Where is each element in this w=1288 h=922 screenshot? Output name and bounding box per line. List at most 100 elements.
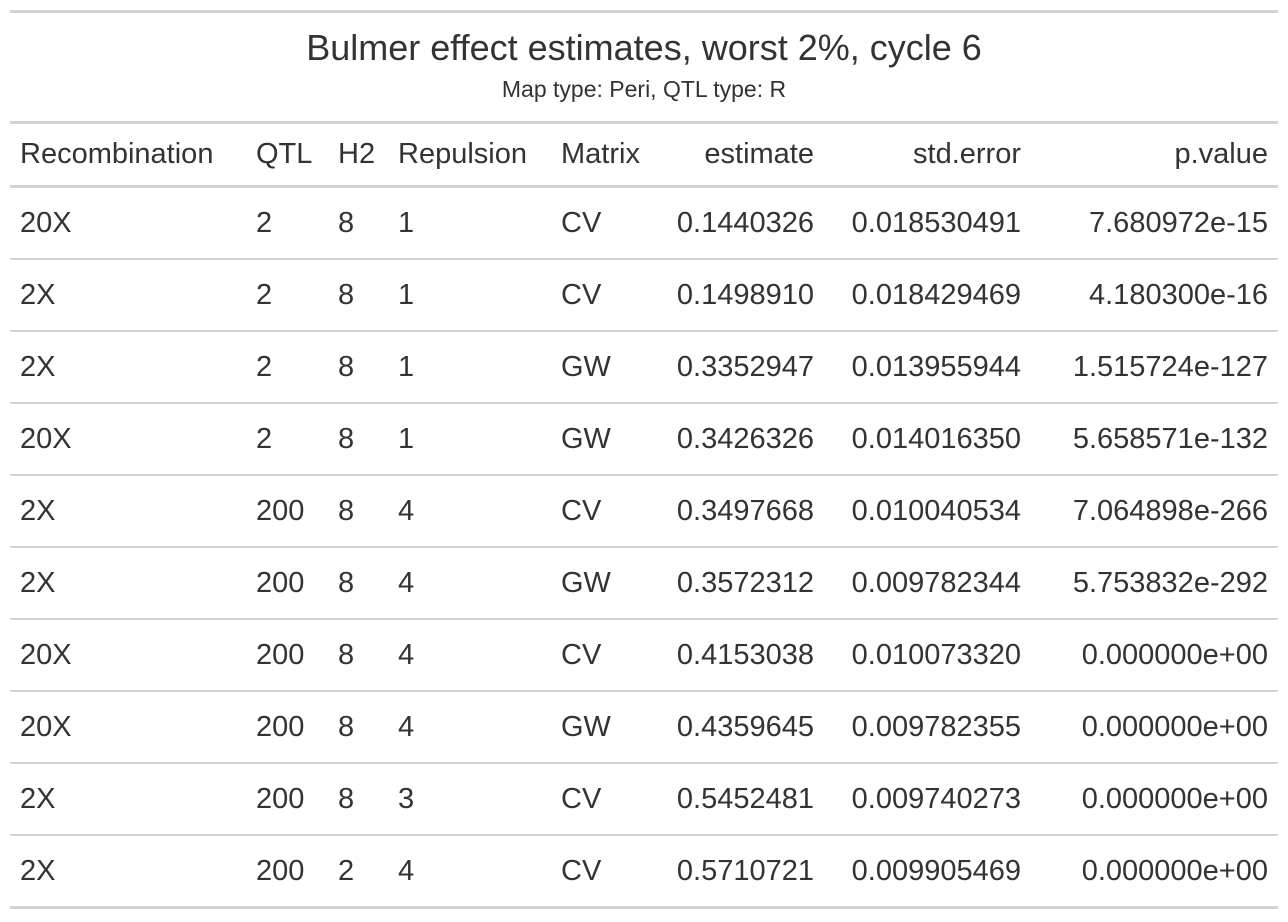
- cell-estimate: 0.3352947: [648, 331, 824, 404]
- cell-p-value: 7.064898e-266: [1031, 475, 1278, 548]
- column-header-p-value: p.value: [1031, 124, 1278, 188]
- cell-repulsion: 1: [388, 186, 551, 260]
- cell-qtl: 200: [246, 475, 328, 548]
- cell-recombination: 2X: [10, 835, 246, 909]
- cell-h2: 8: [328, 475, 388, 548]
- cell-h2: 8: [328, 186, 388, 260]
- cell-estimate: 0.1498910: [648, 259, 824, 332]
- cell-repulsion: 1: [388, 403, 551, 476]
- cell-matrix: GW: [551, 691, 648, 764]
- cell-matrix: CV: [551, 835, 648, 909]
- cell-qtl: 200: [246, 619, 328, 692]
- table-body: 20X 2 8 1 CV 0.1440326 0.018530491 7.680972e-15…: [10, 186, 1278, 909]
- cell-matrix: CV: [551, 475, 648, 548]
- table-row: 20X 2 8 1 GW 0.3426326 0.014016350 5.658571e-13…: [10, 403, 1278, 476]
- cell-recombination: 20X: [10, 186, 246, 260]
- cell-qtl: 200: [246, 835, 328, 909]
- cell-repulsion: 4: [388, 475, 551, 548]
- cell-recombination: 20X: [10, 403, 246, 476]
- cell-h2: 8: [328, 547, 388, 620]
- cell-std-error: 0.010040534: [824, 475, 1031, 548]
- cell-recombination: 2X: [10, 259, 246, 332]
- cell-matrix: GW: [551, 331, 648, 404]
- cell-std-error: 0.009782344: [824, 547, 1031, 620]
- table-row: 20X 2 8 1 CV 0.1440326 0.018530491 7.680972e-15: [10, 186, 1278, 260]
- cell-p-value: 0.000000e+00: [1031, 835, 1278, 909]
- cell-p-value: 4.180300e-16: [1031, 259, 1278, 332]
- cell-matrix: CV: [551, 619, 648, 692]
- cell-std-error: 0.009740273: [824, 763, 1031, 836]
- cell-p-value: 5.753832e-292: [1031, 547, 1278, 620]
- cell-recombination: 2X: [10, 475, 246, 548]
- cell-estimate: 0.5710721: [648, 835, 824, 909]
- column-header-qtl: QTL: [246, 124, 328, 188]
- header-row: Recombination QTL H2 Repulsion Matrix es…: [10, 124, 1278, 188]
- cell-repulsion: 1: [388, 259, 551, 332]
- column-header-h2: H2: [328, 124, 388, 188]
- table-title: Bulmer effect estimates, worst 2%, cycle…: [306, 27, 982, 68]
- cell-matrix: CV: [551, 259, 648, 332]
- cell-std-error: 0.013955944: [824, 331, 1031, 404]
- cell-h2: 8: [328, 619, 388, 692]
- cell-recombination: 2X: [10, 763, 246, 836]
- cell-p-value: 5.658571e-132: [1031, 403, 1278, 476]
- table-header-block: Bulmer effect estimates, worst 2%, cycle…: [10, 13, 1278, 124]
- cell-std-error: 0.009905469: [824, 835, 1031, 909]
- cell-std-error: 0.018530491: [824, 186, 1031, 260]
- column-header-recombination: Recombination: [10, 124, 246, 188]
- cell-p-value: 1.515724e-127: [1031, 331, 1278, 404]
- results-table-container: Bulmer effect estimates, worst 2%, cycle…: [10, 10, 1278, 909]
- cell-repulsion: 4: [388, 619, 551, 692]
- table-row: 2X 2 8 1 CV 0.1498910 0.018429469 4.180300e-16: [10, 259, 1278, 332]
- cell-estimate: 0.3572312: [648, 547, 824, 620]
- cell-std-error: 0.018429469: [824, 259, 1031, 332]
- cell-p-value: 0.000000e+00: [1031, 763, 1278, 836]
- column-header-std-error: std.error: [824, 124, 1031, 188]
- cell-qtl: 2: [246, 259, 328, 332]
- cell-estimate: 0.1440326: [648, 186, 824, 260]
- cell-repulsion: 4: [388, 691, 551, 764]
- cell-matrix: GW: [551, 403, 648, 476]
- column-header-repulsion: Repulsion: [388, 124, 551, 188]
- cell-h2: 8: [328, 691, 388, 764]
- column-header-matrix: Matrix: [551, 124, 648, 188]
- column-header-estimate: estimate: [648, 124, 824, 188]
- cell-qtl: 2: [246, 186, 328, 260]
- cell-matrix: CV: [551, 763, 648, 836]
- cell-qtl: 200: [246, 763, 328, 836]
- cell-qtl: 200: [246, 691, 328, 764]
- cell-h2: 2: [328, 835, 388, 909]
- table-subtitle: Map type: Peri, QTL type: R: [501, 76, 787, 102]
- cell-h2: 8: [328, 331, 388, 404]
- cell-h2: 8: [328, 403, 388, 476]
- cell-h2: 8: [328, 763, 388, 836]
- table-row: 2X 200 8 3 CV 0.5452481 0.009740273 0.000000e+0…: [10, 763, 1278, 836]
- cell-estimate: 0.4359645: [648, 691, 824, 764]
- cell-estimate: 0.3497668: [648, 475, 824, 548]
- table-row: 2X 200 2 4 CV 0.5710721 0.009905469 0.000000e+0…: [10, 835, 1278, 909]
- cell-recombination: 2X: [10, 547, 246, 620]
- cell-recombination: 2X: [10, 331, 246, 404]
- table-row: 20X 200 8 4 GW 0.4359645 0.009782355 0.000000e+…: [10, 691, 1278, 764]
- table-row: 2X 200 8 4 CV 0.3497668 0.010040534 7.064898e-2…: [10, 475, 1278, 548]
- cell-repulsion: 4: [388, 547, 551, 620]
- cell-p-value: 0.000000e+00: [1031, 691, 1278, 764]
- cell-std-error: 0.009782355: [824, 691, 1031, 764]
- cell-p-value: 7.680972e-15: [1031, 186, 1278, 260]
- cell-p-value: 0.000000e+00: [1031, 619, 1278, 692]
- cell-repulsion: 1: [388, 331, 551, 404]
- cell-std-error: 0.010073320: [824, 619, 1031, 692]
- table-row: 2X 200 8 4 GW 0.3572312 0.009782344 5.753832e-2…: [10, 547, 1278, 620]
- results-table: Recombination QTL H2 Repulsion Matrix es…: [10, 124, 1278, 909]
- cell-estimate: 0.5452481: [648, 763, 824, 836]
- cell-matrix: CV: [551, 186, 648, 260]
- cell-qtl: 2: [246, 331, 328, 404]
- cell-qtl: 200: [246, 547, 328, 620]
- cell-estimate: 0.3426326: [648, 403, 824, 476]
- cell-matrix: GW: [551, 547, 648, 620]
- cell-qtl: 2: [246, 403, 328, 476]
- cell-std-error: 0.014016350: [824, 403, 1031, 476]
- table-row: 20X 200 8 4 CV 0.4153038 0.010073320 0.000000e+…: [10, 619, 1278, 692]
- table-row: 2X 2 8 1 GW 0.3352947 0.013955944 1.515724e-127: [10, 331, 1278, 404]
- cell-h2: 8: [328, 259, 388, 332]
